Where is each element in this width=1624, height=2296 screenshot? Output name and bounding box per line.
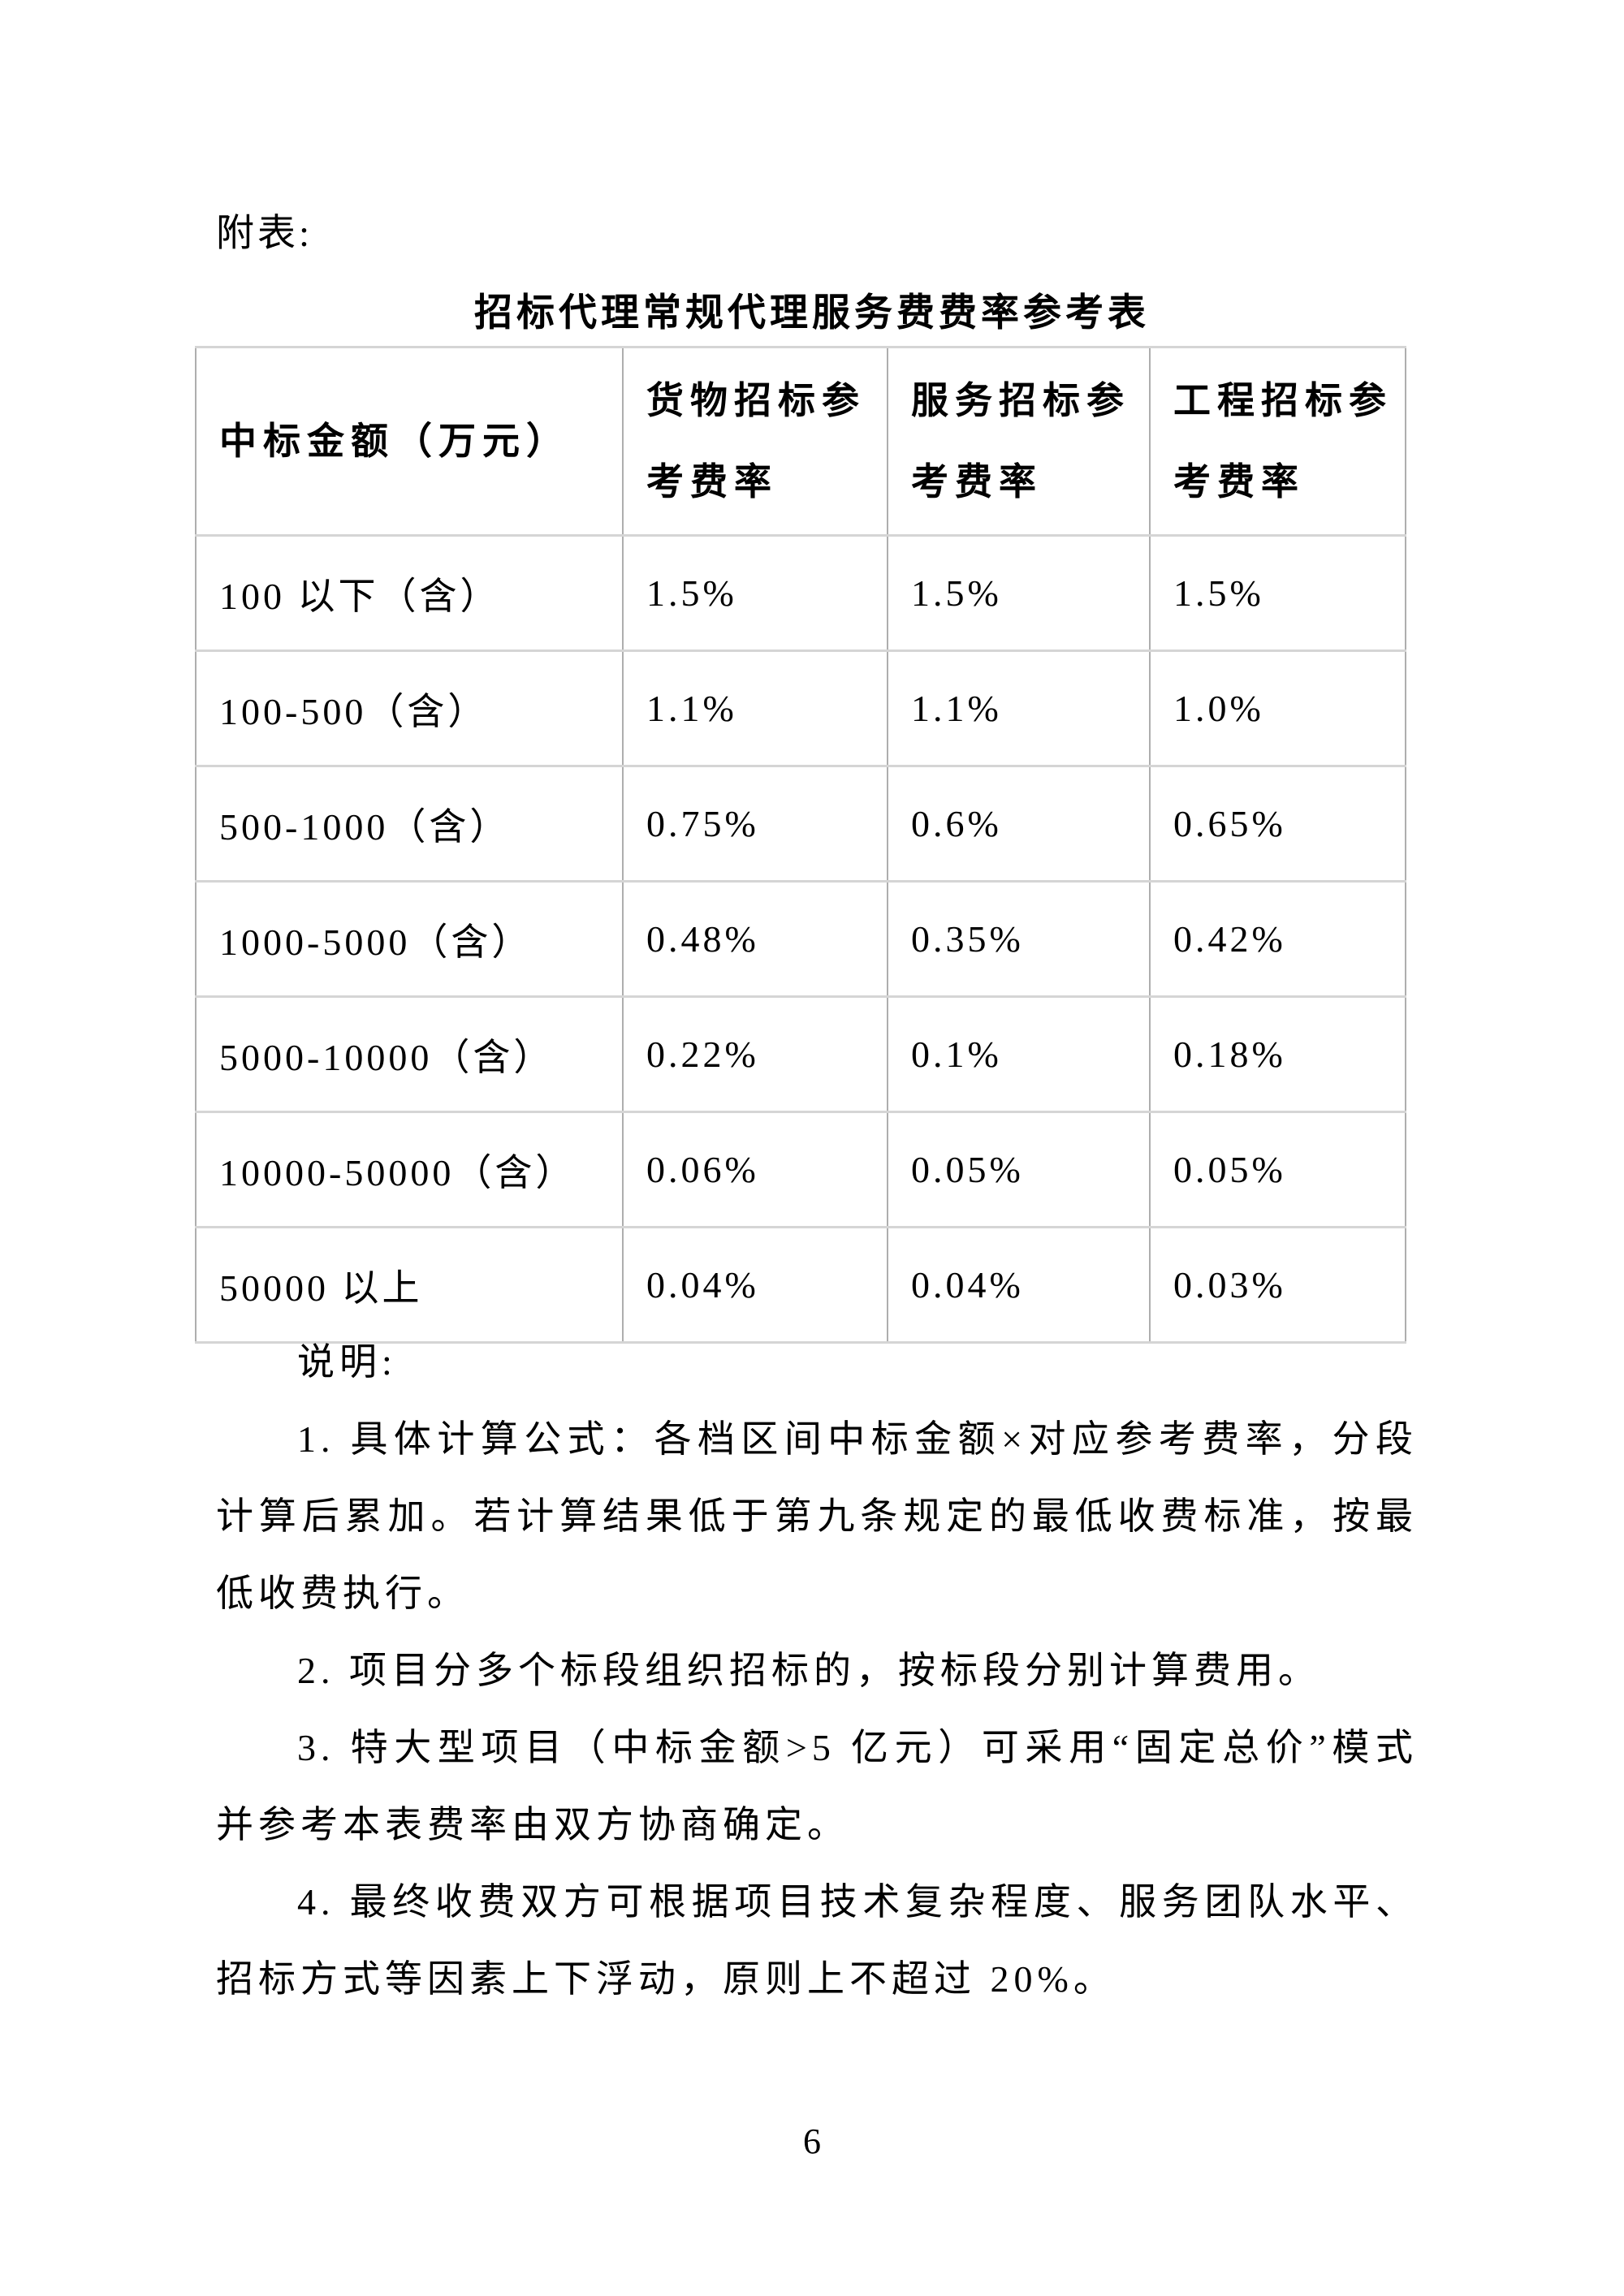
note-item-2: 2. 项目分多个标段组织招标的，按标段分别计算费用。 xyxy=(297,1650,1320,1691)
goods-rate-cell: 1.1% xyxy=(622,650,888,767)
engineering-rate-cell: 1.0% xyxy=(1149,650,1406,767)
table-row: 500-1000（含） 0.75% 0.6% 0.65% xyxy=(195,765,1406,883)
service-rate-cell: 0.05% xyxy=(887,1111,1151,1228)
service-rate-cell: 0.6% xyxy=(887,765,1151,883)
goods-rate-cell: 0.22% xyxy=(622,995,888,1113)
appendix-label: 附表: xyxy=(216,213,313,255)
engineering-rate-cell: 0.05% xyxy=(1149,1111,1406,1228)
table-header-row: 中标金额（万元） 货物招标参考费率 服务招标参考费率 工程招标参考费率 xyxy=(195,346,1406,537)
engineering-rate-cell: 0.65% xyxy=(1149,765,1406,883)
note-item-3: 3. 特大型项目（中标金额>5 亿元）可采用“固定总价”模式并参考本表费率由双方… xyxy=(216,1727,1418,1845)
goods-rate-cell: 1.5% xyxy=(622,534,888,652)
header-goods-rate: 货物招标参考费率 xyxy=(622,346,888,537)
header-amount: 中标金额（万元） xyxy=(195,346,624,537)
amount-range-cell: 100-500（含） xyxy=(195,650,624,767)
notes-label: 说明: xyxy=(297,1341,397,1383)
service-rate-cell: 1.5% xyxy=(887,534,1151,652)
header-service-rate: 服务招标参考费率 xyxy=(887,346,1151,537)
amount-range-cell: 100 以下（含） xyxy=(195,534,624,652)
table-row: 1000-5000（含） 0.48% 0.35% 0.42% xyxy=(195,880,1406,998)
service-rate-cell: 0.35% xyxy=(887,880,1151,998)
goods-rate-cell: 0.75% xyxy=(622,765,888,883)
amount-range-cell: 5000-10000（含） xyxy=(195,995,624,1113)
table-row: 5000-10000（含） 0.22% 0.1% 0.18% xyxy=(195,995,1406,1113)
goods-rate-cell: 0.04% xyxy=(622,1226,888,1344)
engineering-rate-cell: 0.03% xyxy=(1149,1226,1406,1344)
engineering-rate-cell: 0.18% xyxy=(1149,995,1406,1113)
amount-range-cell: 50000 以上 xyxy=(195,1226,624,1344)
notes-section: 说明: 1. 具体计算公式：各档区间中标金额×对应参考费率，分段计算后累加。若计… xyxy=(216,1323,1418,2018)
note-item-1: 1. 具体计算公式：各档区间中标金额×对应参考费率，分段计算后累加。若计算结果低… xyxy=(216,1418,1418,1614)
table-row: 10000-50000（含） 0.06% 0.05% 0.05% xyxy=(195,1111,1406,1228)
amount-range-cell: 10000-50000（含） xyxy=(195,1111,624,1228)
note-item-4: 4. 最终收费双方可根据项目技术复杂程度、服务团队水平、招标方式等因素上下浮动，… xyxy=(216,1881,1418,2000)
service-rate-cell: 0.04% xyxy=(887,1226,1151,1344)
goods-rate-cell: 0.06% xyxy=(622,1111,888,1228)
table-title: 招标代理常规代理服务费费率参考表 xyxy=(474,292,1150,334)
table-row: 100 以下（含） 1.5% 1.5% 1.5% xyxy=(195,534,1406,652)
service-rate-cell: 0.1% xyxy=(887,995,1151,1113)
table-row: 50000 以上 0.04% 0.04% 0.03% xyxy=(195,1226,1406,1344)
amount-range-cell: 1000-5000（含） xyxy=(195,880,624,998)
goods-rate-cell: 0.48% xyxy=(622,880,888,998)
engineering-rate-cell: 0.42% xyxy=(1149,880,1406,998)
engineering-rate-cell: 1.5% xyxy=(1149,534,1406,652)
page-number: 6 xyxy=(803,2121,821,2161)
table-row: 100-500（含） 1.1% 1.1% 1.0% xyxy=(195,650,1406,767)
fee-rate-table: 中标金额（万元） 货物招标参考费率 服务招标参考费率 工程招标参考费率 100 … xyxy=(195,346,1406,1344)
header-engineering-rate: 工程招标参考费率 xyxy=(1149,346,1406,537)
service-rate-cell: 1.1% xyxy=(887,650,1151,767)
amount-range-cell: 500-1000（含） xyxy=(195,765,624,883)
